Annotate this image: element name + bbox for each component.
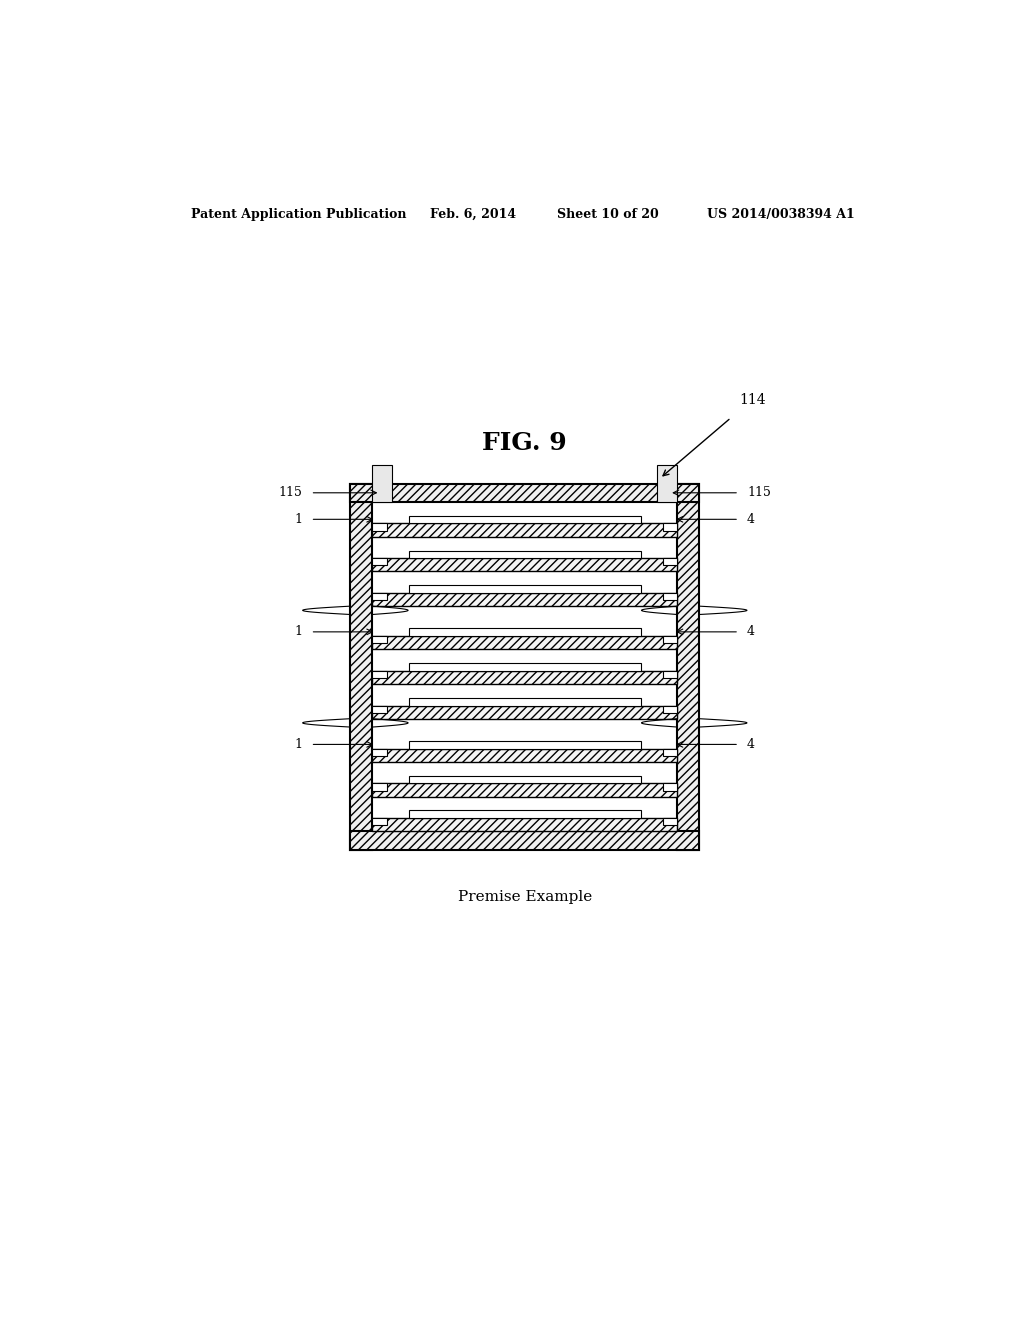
Text: 4: 4 xyxy=(748,626,755,639)
Bar xyxy=(373,593,677,606)
Bar xyxy=(350,832,699,850)
Bar xyxy=(373,636,677,649)
Bar xyxy=(373,558,677,572)
Bar xyxy=(663,705,677,713)
Bar xyxy=(373,818,387,825)
Bar xyxy=(373,466,392,502)
Bar xyxy=(409,776,641,783)
Text: 1: 1 xyxy=(295,626,303,639)
Text: 4: 4 xyxy=(748,738,755,751)
Bar xyxy=(373,748,677,762)
Bar xyxy=(373,748,387,756)
Text: 4: 4 xyxy=(748,512,755,525)
Text: 1: 1 xyxy=(295,512,303,525)
Text: 115: 115 xyxy=(748,486,771,499)
Bar xyxy=(373,524,387,531)
Bar xyxy=(409,741,641,748)
Bar xyxy=(373,705,677,718)
Bar xyxy=(373,524,677,537)
Bar xyxy=(373,671,677,684)
Bar xyxy=(373,783,387,791)
Bar xyxy=(373,558,387,565)
Bar xyxy=(350,483,699,502)
Text: FIG. 9: FIG. 9 xyxy=(482,432,567,455)
Bar xyxy=(373,636,387,643)
Bar xyxy=(373,524,677,537)
Bar xyxy=(677,483,699,850)
Bar xyxy=(663,818,677,825)
Bar xyxy=(373,705,387,713)
Bar xyxy=(409,516,641,524)
Text: Sheet 10 of 20: Sheet 10 of 20 xyxy=(557,207,658,220)
Bar xyxy=(409,628,641,636)
Bar xyxy=(409,550,641,558)
Bar xyxy=(663,593,677,601)
Text: 1: 1 xyxy=(295,738,303,751)
Text: 115: 115 xyxy=(279,486,303,499)
Bar xyxy=(350,832,699,850)
Bar xyxy=(663,671,677,678)
Text: US 2014/0038394 A1: US 2014/0038394 A1 xyxy=(708,207,855,220)
Bar xyxy=(373,593,677,606)
Bar xyxy=(350,483,373,850)
Text: 114: 114 xyxy=(739,393,766,408)
Bar xyxy=(663,524,677,531)
Bar xyxy=(409,585,641,593)
Bar xyxy=(373,748,677,762)
Text: Feb. 6, 2014: Feb. 6, 2014 xyxy=(430,207,516,220)
Bar xyxy=(373,593,387,601)
Bar xyxy=(663,636,677,643)
Bar xyxy=(373,558,677,572)
Bar xyxy=(373,818,677,832)
Bar xyxy=(409,663,641,671)
Text: Premise Example: Premise Example xyxy=(458,890,592,904)
Bar xyxy=(663,558,677,565)
Bar xyxy=(373,783,677,796)
Bar xyxy=(373,705,677,718)
Bar xyxy=(373,636,677,649)
Bar xyxy=(373,671,677,684)
Bar xyxy=(350,483,699,502)
Bar xyxy=(663,783,677,791)
Bar xyxy=(373,783,677,796)
Bar xyxy=(663,748,677,756)
Text: Patent Application Publication: Patent Application Publication xyxy=(191,207,407,220)
Bar xyxy=(409,810,641,818)
Bar xyxy=(373,818,677,832)
Bar xyxy=(677,483,699,850)
Bar xyxy=(409,698,641,705)
Bar xyxy=(657,466,677,502)
Bar xyxy=(373,671,387,678)
Bar xyxy=(350,483,373,850)
